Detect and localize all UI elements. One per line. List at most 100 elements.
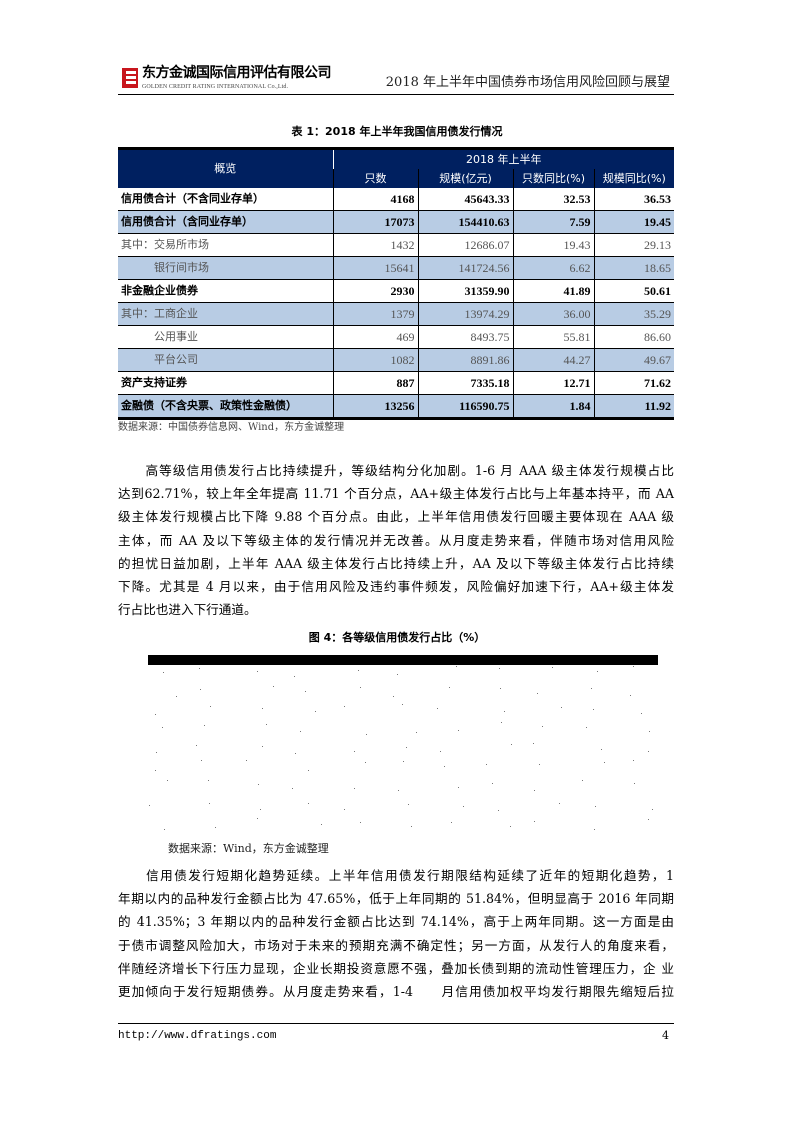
figure-dot	[541, 726, 543, 728]
figure-dot	[457, 786, 459, 788]
table-cell: 154410.63	[417, 210, 513, 234]
table-cell: 18.65	[593, 256, 674, 280]
text-line: 高等级信用债发行占比持续提升，等级结构分化加剧。1-6 月 AAA 级主体发行规…	[118, 463, 674, 478]
table-cell: 12.71	[512, 371, 594, 395]
figure-dot	[215, 826, 217, 828]
figure-dot	[148, 805, 150, 807]
table-cell: 31359.90	[417, 279, 513, 303]
row-label: 平台公司	[118, 348, 333, 372]
paragraph-maturity-trend: 信用债发行短期化趋势延续。上半年信用债发行期限结构延续了近年的短期化趋势，1 年期…	[118, 864, 674, 1003]
figure-dot	[560, 706, 562, 708]
company-name-cn: 东方金诚国际信用评估有限公司	[142, 65, 332, 81]
paragraph-rating-structure: 高等级信用债发行占比持续提升，等级结构分化加剧。1-6 月 AAA 级主体发行规…	[118, 459, 674, 621]
figure-dot	[558, 802, 560, 804]
text-line: 级主体发行规模占比下降 9.88 个百分点。由此，上半年信用债发行回暖主要体现在…	[118, 509, 674, 525]
row-label: 信用债合计（含同业存单）	[118, 210, 333, 234]
table-source: 数据来源：中国债券信息网、Wind，东方金诚整理	[118, 422, 345, 433]
figure-dot	[603, 761, 605, 763]
footer-url-link[interactable]: http://www.dfratings.com	[118, 1030, 277, 1042]
figure-dot	[393, 695, 395, 697]
table-row: 其中：工商企业 1379 13974.29 36.00 35.29	[118, 302, 674, 326]
figure-dot	[257, 671, 259, 673]
figure-dot	[166, 780, 168, 782]
figure-dot	[590, 688, 592, 690]
figure-dot	[155, 713, 157, 715]
figure-dot	[633, 665, 635, 667]
figure-dot	[405, 746, 407, 748]
figure-dot	[647, 751, 649, 753]
figure-dot	[307, 803, 309, 805]
table-cell: 7.59	[512, 210, 594, 234]
figure-dot	[156, 752, 157, 754]
figure-dot	[396, 674, 398, 676]
figure-dot	[300, 731, 302, 733]
figure-dot	[536, 693, 538, 695]
figure-dot	[533, 821, 535, 823]
figure-dot	[463, 806, 465, 808]
figure-dot	[641, 713, 643, 715]
table-row: 资产支持证券 887 7335.18 12.71 71.62	[118, 371, 674, 395]
row-label: 资产支持证券	[118, 371, 333, 395]
company-logo-icon	[122, 68, 138, 88]
figure-dot	[314, 710, 316, 712]
row-label: 金融债（不含央票、政策性金融债）	[118, 394, 333, 419]
header-overview: 概览	[118, 148, 333, 188]
figure-dot	[208, 780, 210, 782]
figure-dot	[162, 671, 164, 673]
table-row: 银行间市场 15641 141724.56 6.62 18.65	[118, 256, 674, 280]
figure-dot	[304, 690, 306, 692]
text-line: 达到62.71%，较上年全年提高 11.71 个百分点，AA+级主体发行占比与上…	[118, 486, 674, 502]
company-name-en: GOLDEN CREDIT RATING INTERNATIONAL Co.,L…	[142, 84, 289, 90]
table-cell: 19.45	[593, 210, 674, 234]
figure-dot	[594, 806, 596, 808]
figure-dot	[164, 828, 166, 830]
table-block: 概览 2018 年上半年 只数 规模(亿元) 只数同比(%) 规模同比(%) 信用债合…	[118, 147, 674, 434]
credit-bond-issuance-table: 概览 2018 年上半年 只数 规模(亿元) 只数同比(%) 规模同比(%) 信用债合…	[118, 147, 674, 420]
table-cell: 1379	[332, 302, 418, 326]
text-line: 的担忧日益加剧，上半年 AAA 级主体发行占比持续上升，AA 及以下等级主体发行…	[118, 555, 674, 571]
figure-dot	[359, 821, 361, 823]
figure-dot	[451, 822, 453, 824]
table-cell: 45643.33	[417, 188, 513, 211]
row-label: 公用事业	[118, 325, 333, 349]
figure-dot	[353, 751, 355, 753]
table-cell: 13256	[332, 394, 418, 419]
figure-dot	[266, 723, 268, 725]
figure-dot	[357, 669, 359, 671]
text-line: 信用债发行短期化趋势延续。上半年信用债发行期限结构延续了近年的短期化趋势，1	[118, 868, 674, 883]
figure-dot	[632, 760, 634, 761]
table-cell: 2930	[332, 279, 418, 303]
table-cell: 887	[332, 371, 418, 395]
table-row: 公用事业 469 8493.75 55.81 86.60	[118, 325, 674, 349]
row-label: 信用债合计（不含同业存单）	[118, 188, 333, 211]
table-cell: 41.89	[512, 279, 594, 303]
figure-dot	[437, 707, 439, 709]
table-row: 非金融企业债券 2930 31359.90 41.89 50.61	[118, 279, 674, 303]
table-cell: 12686.07	[417, 233, 513, 257]
table-row: 信用债合计（含同业存单） 17073 154410.63 7.59 19.45	[118, 210, 674, 234]
table-cell: 116590.75	[417, 394, 513, 419]
figure-dot	[161, 727, 163, 729]
figure-dot	[261, 746, 263, 748]
table-cell: 7335.18	[417, 371, 513, 395]
figure-dot	[633, 782, 635, 784]
table-cell: 35.29	[593, 302, 674, 326]
figure-dot	[294, 675, 296, 677]
figure-dot	[582, 779, 584, 781]
figure-dot	[647, 818, 649, 820]
table-cell: 50.61	[593, 279, 674, 303]
table-cell: 17073	[332, 210, 418, 234]
table-cell: 1082	[332, 348, 418, 372]
table-cell: 6.62	[512, 256, 594, 280]
figure-dot	[199, 667, 201, 669]
row-label: 其中：交易所市场	[118, 233, 333, 257]
text-line: 更加倾向于发行短期债券。从月度走势来看，1-4 月信用债加权平均发行期限先缩短后…	[118, 983, 674, 999]
figure-dot	[260, 808, 262, 810]
text-line: 主体，而 AA 及以下等级主体的发行情况并无改善。从月度走势来看，伴随市场对信用…	[118, 532, 674, 548]
figure-source: 数据来源：Wind，东方金诚整理	[168, 842, 329, 855]
figure-dot	[365, 761, 367, 763]
table-cell: 4168	[332, 188, 418, 211]
table-cell: 36.00	[512, 302, 594, 326]
table-cell: 36.53	[593, 188, 674, 211]
text-line: 的 41.35%；3 年期以内的品种发行金额占比达到 74.14%，高于上两年同…	[118, 914, 674, 930]
